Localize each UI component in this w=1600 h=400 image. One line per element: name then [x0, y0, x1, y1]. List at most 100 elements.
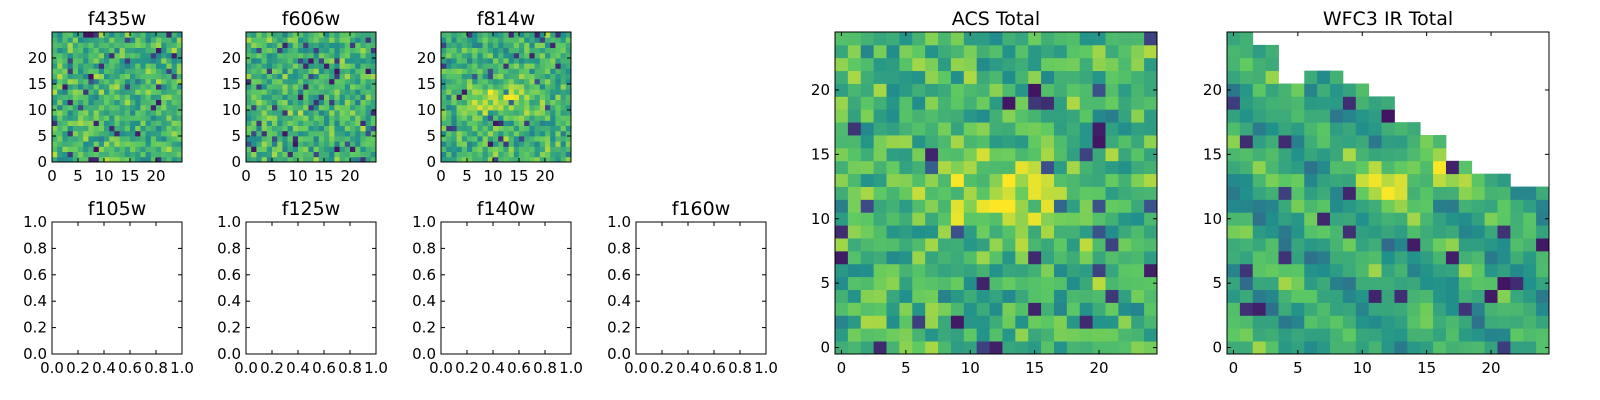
heatmap-cell: [298, 104, 304, 111]
heatmap-cell: [282, 125, 288, 132]
heatmap-cell: [899, 302, 913, 316]
heatmap-cell: [519, 73, 525, 80]
heatmap-cell: [1252, 328, 1267, 342]
heatmap-cell: [1420, 250, 1434, 265]
heatmap-cell: [135, 115, 141, 121]
heatmap-cell: [446, 141, 452, 147]
heatmap-cell: [1066, 238, 1081, 252]
heatmap-cell: [130, 37, 136, 43]
heatmap-cell: [482, 47, 489, 54]
heatmap-cell: [1066, 186, 1081, 200]
heatmap-cell: [98, 136, 105, 142]
heatmap-cell: [308, 47, 314, 54]
heatmap-cell: [1381, 160, 1395, 175]
heatmap-cell: [339, 136, 346, 142]
heatmap-cell: [1394, 147, 1408, 162]
y-tick-label: 10: [222, 101, 241, 119]
heatmap-cell: [482, 136, 489, 142]
heatmap-cell: [308, 136, 314, 142]
heatmap-cell: [130, 125, 136, 132]
heatmap-cell: [251, 84, 257, 90]
heatmap-cell: [835, 263, 849, 278]
heatmap-cell: [57, 37, 63, 43]
heatmap-cell: [1118, 276, 1132, 290]
heatmap-cell: [324, 73, 330, 80]
heatmap-cell: [467, 120, 473, 126]
heatmap-cell: [1510, 276, 1524, 290]
heatmap-cell: [976, 212, 990, 226]
heatmap-cell: [1015, 212, 1029, 226]
heatmap-cell: [441, 78, 447, 85]
heatmap-cell: [925, 263, 939, 278]
heatmap-cell: [560, 115, 567, 121]
heatmap-cell: [246, 151, 252, 158]
heatmap-cell: [52, 99, 58, 106]
heatmap-cell: [355, 120, 361, 126]
heatmap-cell: [150, 78, 157, 85]
heatmap-cell: [124, 94, 131, 100]
heatmap-cell: [1407, 341, 1421, 355]
heatmap-cell: [93, 146, 100, 152]
heatmap-cell: [370, 120, 377, 126]
x-tick-label: 0: [837, 359, 847, 377]
heatmap-cell: [135, 151, 141, 158]
heatmap-cell: [166, 68, 172, 74]
heatmap-cell: [98, 115, 105, 121]
heatmap-cell: [1105, 57, 1119, 72]
heatmap-cell: [303, 42, 309, 48]
heatmap-cell: [461, 99, 468, 106]
heatmap-cell: [1131, 341, 1145, 355]
heatmap-cell: [534, 58, 541, 64]
heatmap-cell: [277, 104, 283, 111]
heatmap-cell: [472, 136, 478, 142]
heatmap-cell: [1265, 173, 1279, 187]
heatmap-cell: [461, 37, 468, 43]
heatmap-cell: [1368, 109, 1382, 123]
heatmap-cell: [1118, 250, 1132, 265]
x-tick-label: 1.0: [754, 359, 778, 377]
heatmap-cell: [508, 146, 515, 152]
axes-frame: [834, 31, 1158, 355]
heatmap-cell: [555, 110, 561, 116]
heatmap-cell: [124, 37, 131, 43]
heatmap-cell: [313, 136, 320, 142]
heatmap-cell: [334, 58, 340, 64]
heatmap-cell: [1079, 186, 1093, 200]
heatmap-cell: [950, 32, 965, 46]
heatmap-cell: [57, 141, 63, 147]
heatmap-cell: [251, 125, 257, 132]
heatmap-cell: [124, 156, 131, 163]
heatmap-cell: [1066, 160, 1081, 175]
heatmap-cell: [1066, 83, 1081, 97]
heatmap-cell: [989, 250, 1003, 265]
heatmap-cell: [360, 130, 366, 137]
heatmap-cell: [938, 212, 952, 226]
heatmap-cell: [1317, 341, 1331, 355]
heatmap-cell: [256, 37, 262, 43]
heatmap-cell: [246, 120, 252, 126]
heatmap-cell: [1304, 341, 1318, 355]
heatmap-cell: [847, 315, 862, 329]
heatmap-cell: [266, 156, 273, 163]
heatmap-cell: [329, 94, 335, 100]
heatmap-cell: [246, 110, 252, 116]
heatmap-cell: [350, 52, 356, 59]
heatmap-cell: [104, 141, 110, 147]
heatmap-cell: [93, 47, 100, 54]
heatmap-cell: [976, 147, 990, 162]
heatmap-cell: [62, 151, 68, 158]
y-tick-label: 0.6: [23, 266, 47, 284]
heatmap-cell: [93, 110, 100, 116]
heatmap-cell: [93, 63, 100, 69]
y-tick-label: 5: [37, 127, 47, 145]
heatmap-cell: [1041, 135, 1055, 149]
heatmap-cell: [1536, 186, 1550, 200]
heatmap-cell: [135, 78, 141, 85]
heatmap-cell: [1484, 173, 1498, 187]
heatmap-cell: [539, 99, 546, 106]
heatmap-cell: [508, 47, 515, 54]
heatmap-cell: [57, 73, 63, 80]
heatmap-cell: [1497, 250, 1511, 265]
heatmap-cell: [161, 78, 167, 85]
